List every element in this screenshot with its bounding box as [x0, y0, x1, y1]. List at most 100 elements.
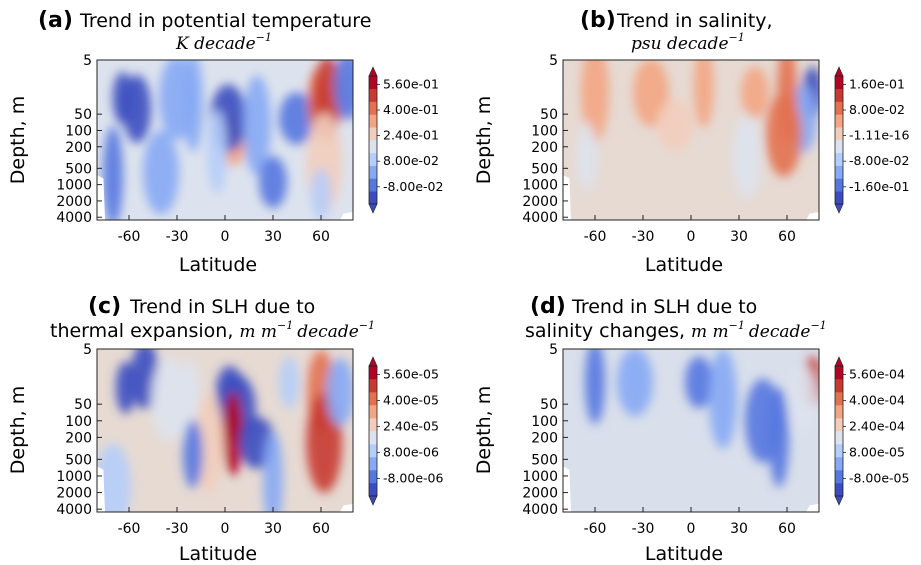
panel-d-colorbar-frame	[834, 365, 844, 497]
panel-c-ytick-label-6: 2000	[56, 486, 92, 502]
panel-a-colorbar-label-3: 8.00e-02	[383, 153, 439, 168]
panel-a-anomaly-13	[334, 60, 353, 120]
panel-a-xtick-label-1: -30	[166, 229, 189, 245]
panel-d-colorbar-label-1: 4.00e-04	[849, 393, 905, 408]
panel-d-anomaly-7	[709, 349, 737, 449]
panel-b-colorbar-min-arrow	[834, 203, 844, 214]
panel-b-anomaly-7	[581, 60, 609, 143]
panel-a-anomaly-15	[103, 126, 123, 220]
panel-b-title: (b) Trend in salinity, psu decade−1	[580, 8, 773, 54]
panel-d-anomaly-6	[585, 349, 605, 425]
panel-c-ytick-label-5: 1000	[56, 469, 92, 485]
panel-b-xlabel: Latitude	[645, 254, 723, 276]
panel-d-anomaly-3	[769, 387, 789, 488]
panel-a-colorbar: 5.60e-01 4.00e-01 2.40e-01 8.00e-02 -8.00e-0…	[368, 66, 443, 214]
panel-b-letter: (b)	[580, 8, 616, 33]
panel-c: (c) Trend in SLH due to thermal expansio…	[7, 294, 443, 565]
panel-c-xtick-label-3: 30	[264, 521, 282, 537]
panel-c-colorbar-swatch-2	[369, 457, 377, 471]
panel-d-anomaly-1	[789, 364, 817, 433]
panel-d-xlabel: Latitude	[645, 543, 723, 565]
panel-c-units-a: m m	[239, 322, 277, 342]
panel-d-colorbar-min-arrow	[834, 495, 844, 506]
panel-c-colorbar-label-0: 5.60e-05	[383, 367, 439, 382]
panel-c-colorbar-swatch-4	[369, 431, 377, 445]
panel-b-units-exponent: −1	[729, 31, 745, 44]
panel-a-ytick-label-2: 100	[65, 123, 92, 139]
panel-d-xtick-label-0: -60	[584, 521, 607, 537]
panel-c-xtick-label-0: -60	[118, 521, 141, 537]
panel-c-anomaly-15	[263, 430, 283, 512]
panel-b-ytick-label-7: 4000	[522, 210, 558, 226]
panel-a-colorbar-swatch-7	[369, 101, 377, 115]
panel-a-colorbar-swatch-8	[369, 88, 377, 102]
panel-d-colorbar-label-4: -8.00e-05	[849, 471, 909, 486]
panel-a-xtick-label-0: -60	[118, 229, 141, 245]
panel-c-colorbar-swatch-7	[369, 392, 377, 406]
panel-c-colorbar-label-1: 4.00e-05	[383, 393, 439, 408]
panel-d-colorbar-swatch-4	[835, 431, 843, 445]
panel-a-ytick-label-3: 200	[65, 140, 92, 156]
panel-c-anomaly-2	[151, 356, 187, 441]
panel-b-anomaly-10	[733, 114, 761, 199]
panel-b-features	[577, 60, 819, 199]
panel-a-colorbar-swatch-9	[369, 76, 377, 90]
panel-d-features	[585, 349, 819, 488]
panel-b-colorbar-frame	[834, 75, 844, 205]
panel-c-colorbar-label-4: -8.00e-06	[383, 471, 443, 486]
panel-b-ytick-label-4: 500	[531, 161, 558, 177]
panel-d-colorbar-swatch-9	[835, 366, 843, 380]
panel-c-title-line2-text: thermal expansion,	[50, 320, 233, 342]
panel-a-ytick-label-4: 500	[65, 161, 92, 177]
panel-b-colorbar-swatch-1	[835, 178, 843, 192]
panel-b-anomaly-9	[577, 122, 597, 191]
panel-a-features	[103, 60, 353, 220]
panel-a-xtick-label-3: 30	[264, 229, 282, 245]
panel-d-ytick-label-1: 50	[540, 397, 558, 413]
panel-b-colorbar-max-arrow	[834, 66, 844, 77]
panel-b-colorbar-swatch-4	[835, 140, 843, 154]
panel-a-letter: (a)	[38, 8, 73, 33]
panel-b-colorbar-label-3: -8.00e-02	[849, 153, 909, 168]
panel-a-anomaly-8	[279, 92, 315, 145]
panel-b-xtick-label-3: 30	[730, 229, 748, 245]
panel-b-ytick-label-5: 1000	[522, 178, 558, 194]
panel-a-colorbar-swatch-3	[369, 152, 377, 166]
panel-a-xtick-label-2: 0	[221, 229, 230, 245]
panel-a-colorbar-swatch-6	[369, 114, 377, 128]
panel-a-xlabel: Latitude	[179, 254, 257, 276]
panel-d-anomaly-4	[685, 356, 713, 409]
panel-b-units: psu decade	[631, 34, 729, 54]
panel-c-anomaly-12	[279, 356, 299, 409]
panel-d-title: (d) Trend in SLH due to salinity changes…	[525, 294, 827, 342]
panel-a-anomaly-1	[123, 74, 151, 143]
panel-c-ytick-label-2: 100	[65, 414, 92, 430]
panel-a-ytick-label-5: 1000	[56, 178, 92, 194]
panel-d-colorbar-max-arrow	[834, 356, 844, 367]
panel-c-ytick-label-7: 4000	[56, 502, 92, 518]
panel-d-xtick-label-3: 30	[730, 521, 748, 537]
panel-d-colorbar-swatch-7	[835, 392, 843, 406]
panel-a-anomaly-3	[183, 60, 203, 153]
panel-b-anomaly-3	[777, 60, 797, 143]
panel-c-colorbar-swatch-6	[369, 405, 377, 419]
panel-b-colorbar-label-2: -1.11e-16	[849, 128, 909, 143]
panel-b-ylabel: Depth, m	[473, 96, 495, 184]
panel-b-ytick-label-3: 200	[531, 140, 558, 156]
panel-d-colorbar-swatch-8	[835, 379, 843, 393]
panel-b-ytick-label-6: 2000	[522, 194, 558, 210]
panel-b: (b) Trend in salinity, psu decade−1 -60-…	[473, 8, 909, 276]
panel-a-colorbar-label-0: 5.60e-01	[383, 76, 439, 91]
panel-a-colorbar-label-2: 2.40e-01	[383, 128, 439, 143]
panel-a-anomaly-14	[143, 130, 179, 215]
panel-a-colorbar-label-4: -8.00e-02	[383, 179, 443, 194]
panel-d-title-line1: Trend in SLH due to	[571, 296, 757, 318]
panel-d-colorbar-swatch-2	[835, 457, 843, 471]
panel-a-colorbar-swatch-4	[369, 140, 377, 154]
panel-c-anomaly-14	[97, 443, 131, 512]
panel-c-colorbar: 5.60e-05 4.00e-05 2.40e-05 8.00e-06 -8.00e-0…	[368, 356, 443, 506]
panel-c-colorbar-label-2: 2.40e-05	[383, 419, 439, 434]
